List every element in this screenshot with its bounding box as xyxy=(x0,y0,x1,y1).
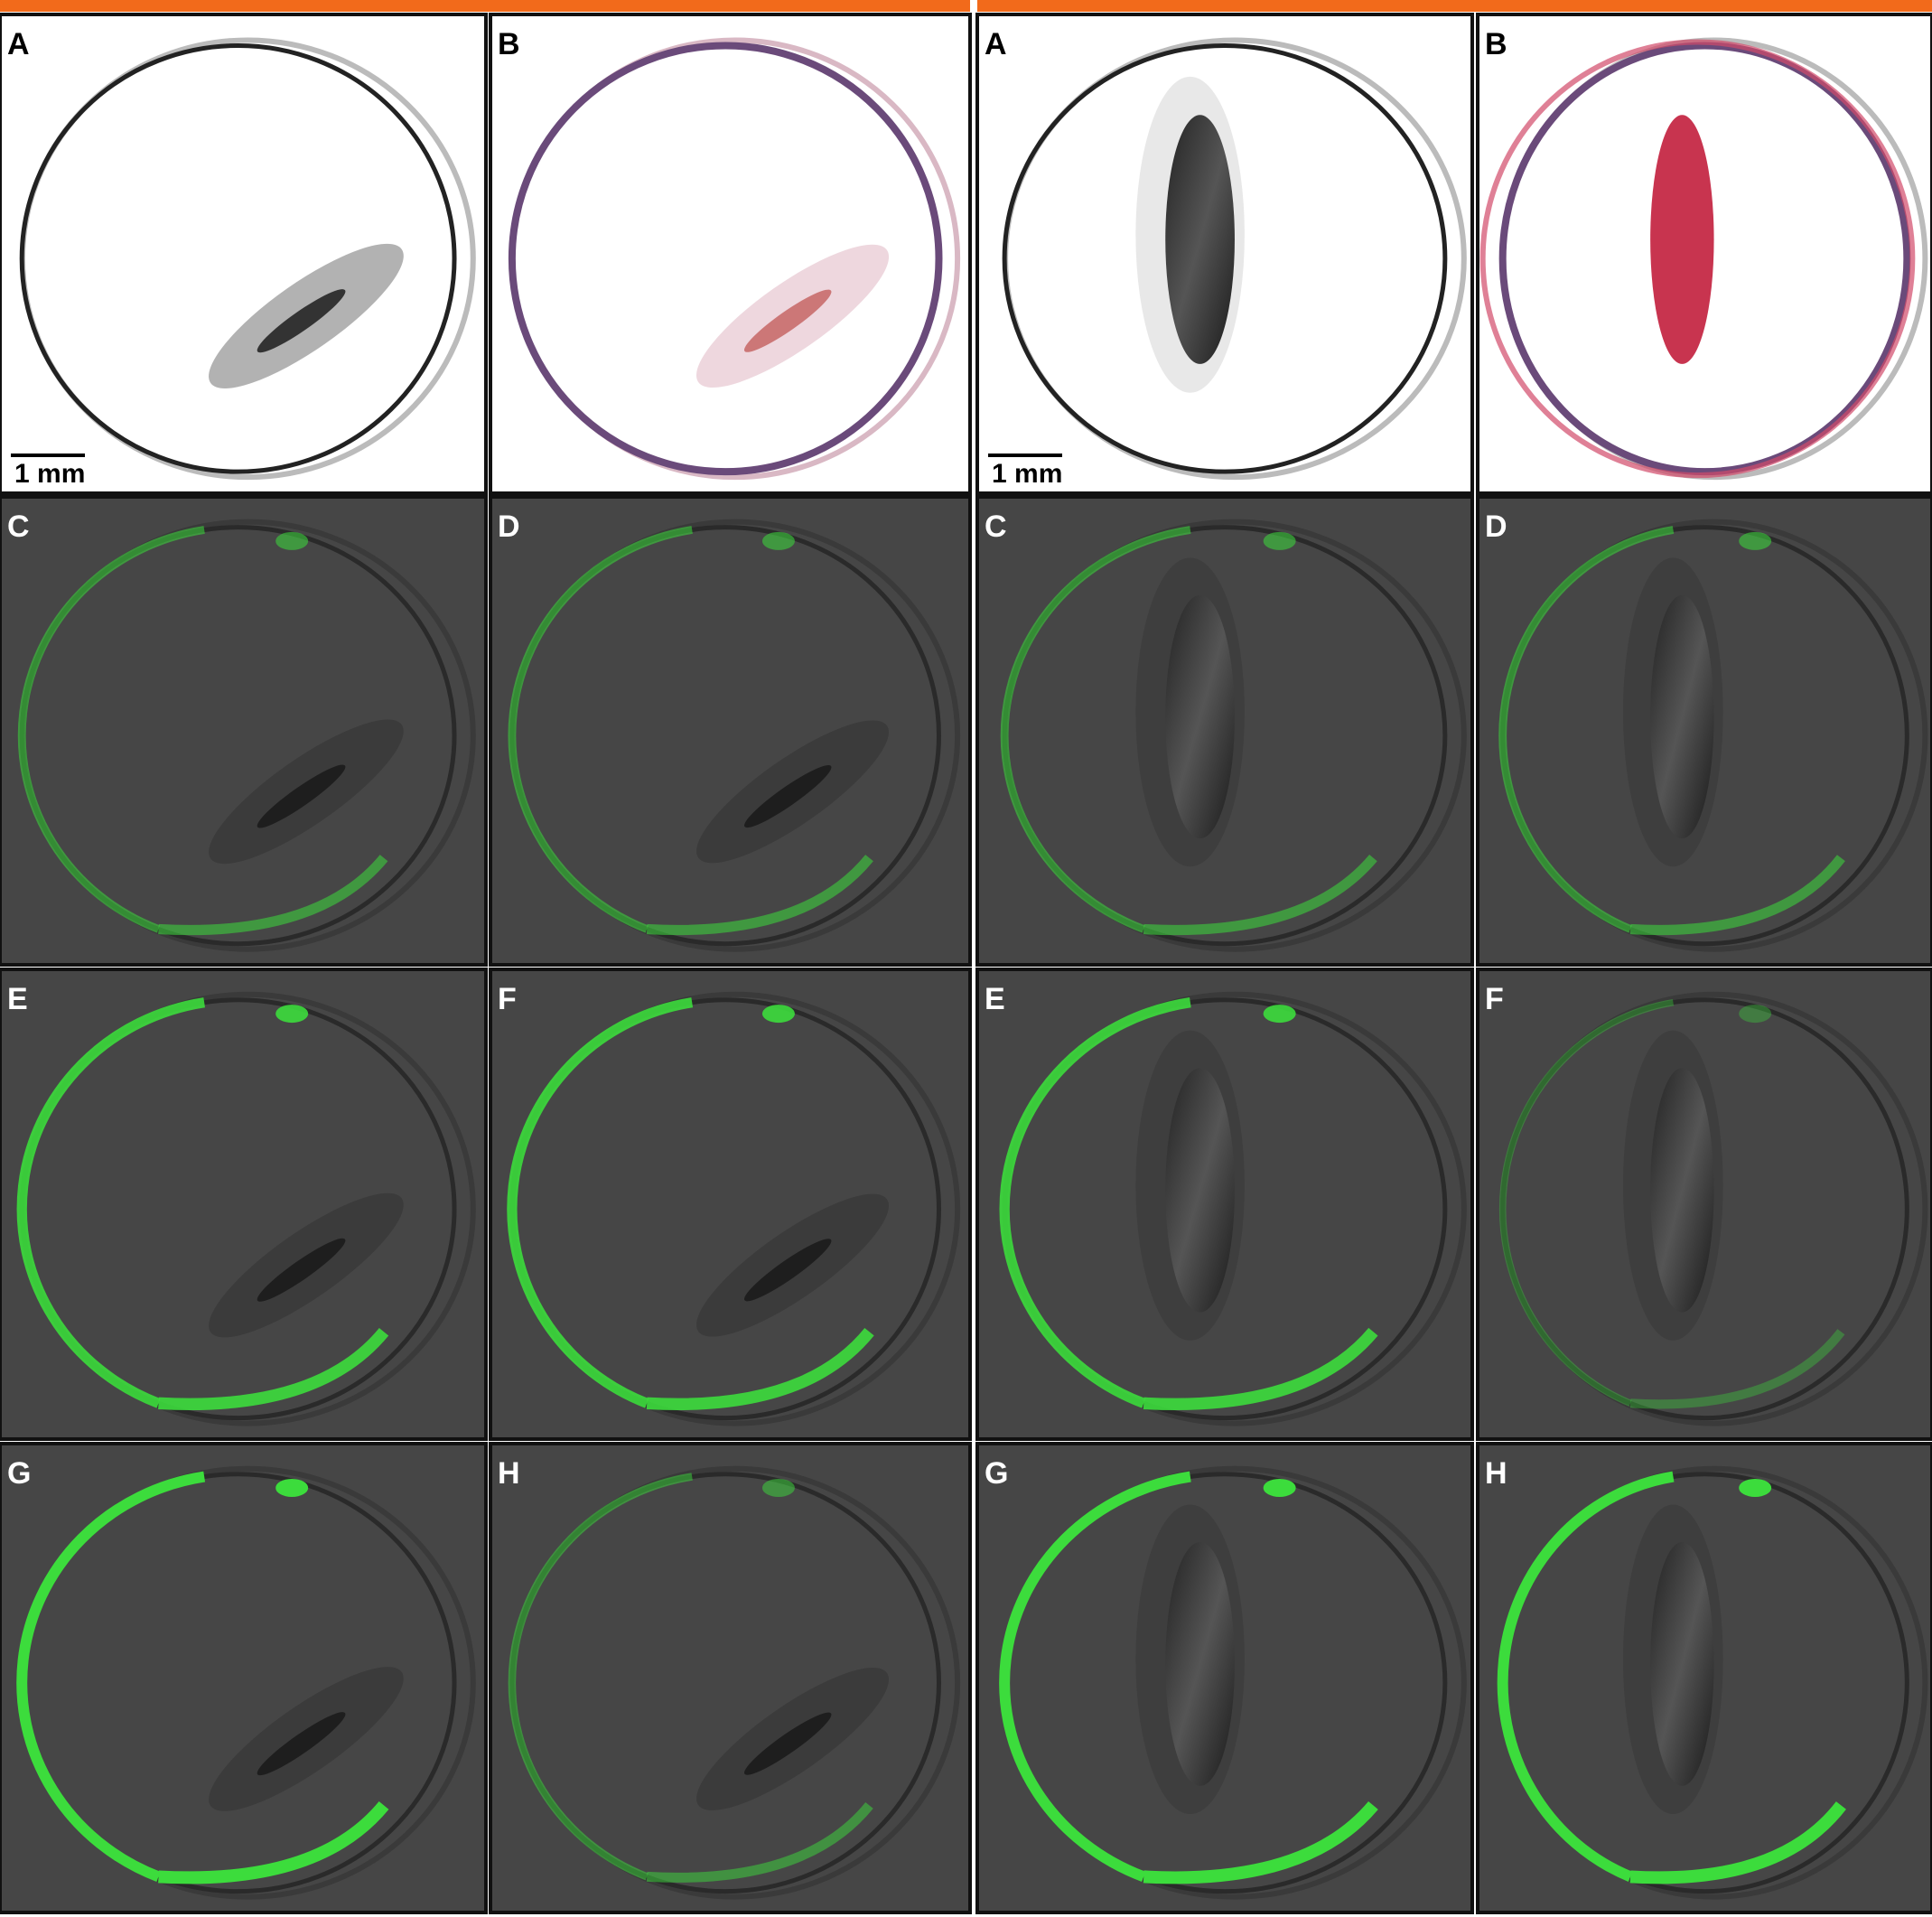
panel-image xyxy=(1478,1444,1932,1912)
panel-image xyxy=(977,497,1472,965)
panel: C xyxy=(0,497,486,965)
panel: D xyxy=(490,497,970,965)
panel-label: E xyxy=(985,982,1005,1016)
green-spot xyxy=(762,1479,795,1497)
panel: E xyxy=(977,969,1472,1439)
lens xyxy=(1165,1542,1235,1786)
lens xyxy=(1165,595,1235,838)
panel-label: F xyxy=(498,982,517,1016)
green-spot xyxy=(1739,532,1771,550)
panel-bg xyxy=(490,497,970,965)
lens xyxy=(1165,1068,1235,1312)
panel-bg xyxy=(490,14,970,493)
panel-label: E xyxy=(7,982,28,1016)
green-spot xyxy=(275,1005,308,1023)
panel: A 1 mm xyxy=(977,14,1472,493)
panel-label: F xyxy=(1485,982,1504,1016)
lens xyxy=(1650,115,1713,364)
panel-label: D xyxy=(1485,510,1507,544)
figure: A 1 mm B C D E F G H A 1 mm B C D E F G H xyxy=(0,0,1932,1917)
panel-image xyxy=(0,14,486,493)
green-spot xyxy=(275,1479,308,1497)
panel: F xyxy=(1478,969,1932,1439)
panel-image xyxy=(490,14,970,493)
panel-image xyxy=(0,1444,486,1912)
scale-bar-label: 1 mm xyxy=(14,459,85,489)
panel-image xyxy=(977,1444,1472,1912)
panel: B xyxy=(1478,14,1932,493)
green-spot xyxy=(275,532,308,550)
lens xyxy=(1650,1068,1713,1312)
green-spot xyxy=(1264,1005,1296,1023)
panel: B xyxy=(490,14,970,493)
panel-bg xyxy=(0,14,486,493)
panel-label: H xyxy=(498,1456,520,1491)
panel: G xyxy=(0,1444,486,1912)
panel: H xyxy=(490,1444,970,1912)
panel-image xyxy=(0,497,486,965)
panel-image xyxy=(490,497,970,965)
panel-label: C xyxy=(985,510,1007,544)
green-spot xyxy=(1739,1479,1771,1497)
green-spot xyxy=(1264,532,1296,550)
panel: E xyxy=(0,969,486,1439)
panel-label: A xyxy=(7,27,30,61)
panel-label: D xyxy=(498,510,520,544)
panel-image xyxy=(1478,14,1932,493)
panel-label: H xyxy=(1485,1456,1507,1491)
lens xyxy=(1650,595,1713,838)
panel-label: B xyxy=(1485,27,1507,61)
header-bar xyxy=(977,0,1932,12)
panel-image xyxy=(1478,497,1932,965)
panel-label: C xyxy=(7,510,30,544)
green-spot xyxy=(762,1005,795,1023)
green-spot xyxy=(762,532,795,550)
scale-bar-label: 1 mm xyxy=(992,459,1062,489)
panel-bg xyxy=(490,1444,970,1912)
panel-bg xyxy=(0,969,486,1439)
panel: A 1 mm xyxy=(0,14,486,493)
panel: F xyxy=(490,969,970,1439)
panel-label: A xyxy=(985,27,1007,61)
panel: H xyxy=(1478,1444,1932,1912)
lens xyxy=(1165,115,1235,364)
green-spot xyxy=(1264,1479,1296,1497)
panel-image xyxy=(1478,969,1932,1439)
panel-label: G xyxy=(7,1456,31,1491)
green-spot xyxy=(1739,1005,1771,1023)
panel-image xyxy=(490,1444,970,1912)
panel-image xyxy=(490,969,970,1439)
lens xyxy=(1650,1542,1713,1786)
header-bar xyxy=(0,0,970,12)
panel-bg xyxy=(490,969,970,1439)
panel: G xyxy=(977,1444,1472,1912)
panel-label: B xyxy=(498,27,520,61)
panel: C xyxy=(977,497,1472,965)
panel-label: G xyxy=(985,1456,1008,1491)
panel-image xyxy=(0,969,486,1439)
panel-bg xyxy=(0,1444,486,1912)
panel: D xyxy=(1478,497,1932,965)
panel-image xyxy=(977,969,1472,1439)
panel-image xyxy=(977,14,1472,493)
panel-bg xyxy=(0,497,486,965)
